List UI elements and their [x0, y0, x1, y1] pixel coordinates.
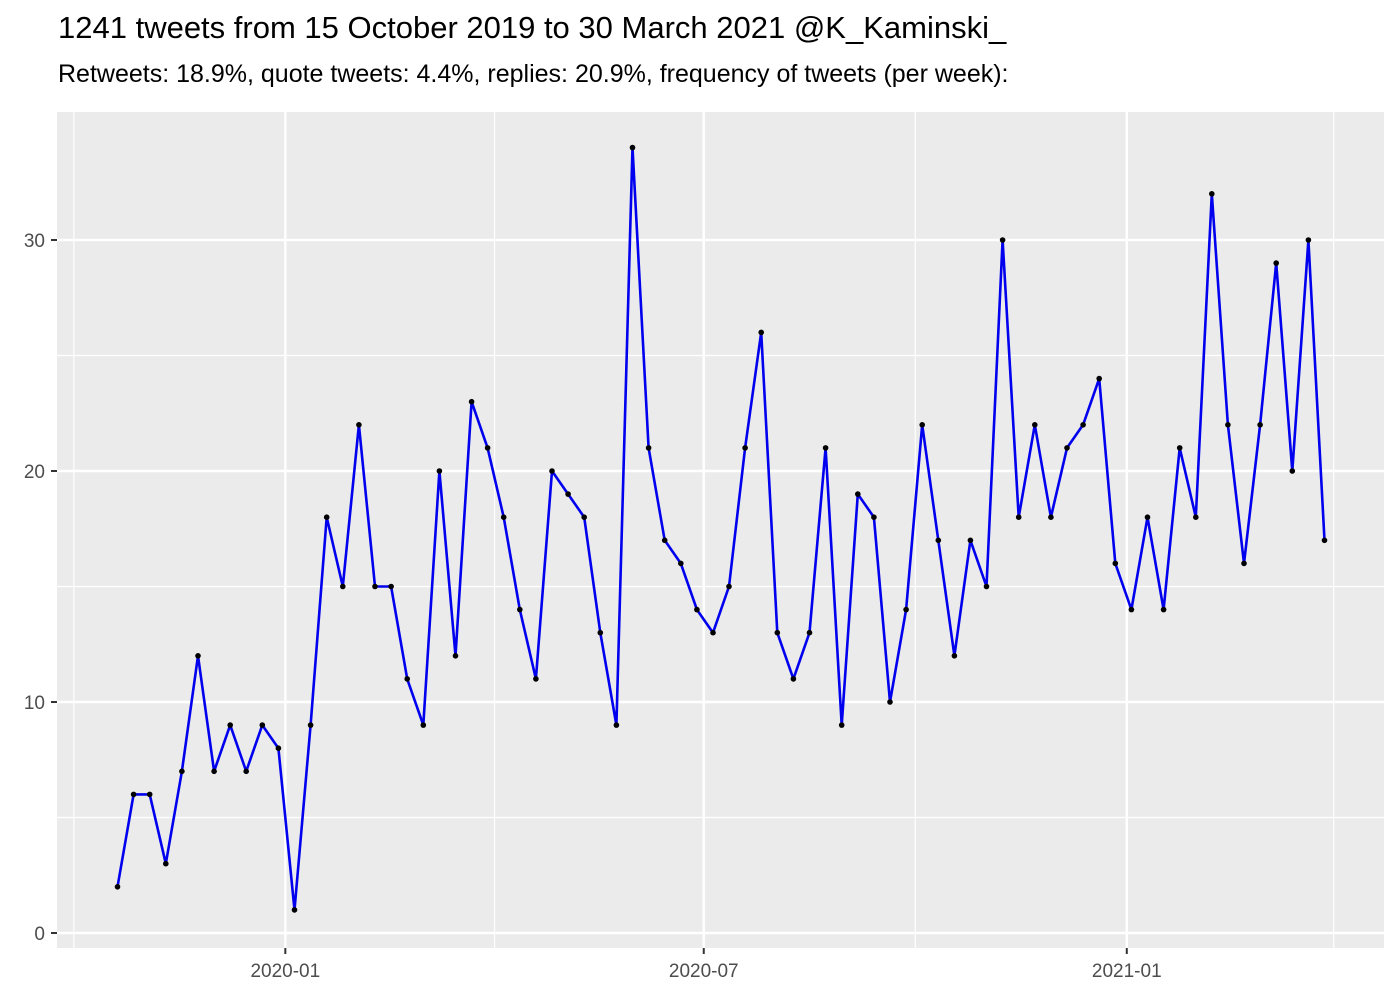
data-point: [517, 606, 523, 613]
data-point: [243, 768, 249, 775]
data-point: [758, 329, 764, 336]
data-point: [195, 653, 201, 659]
data-point: [404, 676, 411, 682]
data-point: [1080, 422, 1086, 428]
data-point: [323, 514, 330, 520]
data-point: [613, 722, 620, 728]
data-point: [1096, 375, 1102, 382]
data-point: [307, 722, 314, 728]
data-point: [356, 422, 362, 428]
x-tick-label: 2020-01: [250, 961, 320, 982]
data-point: [999, 237, 1006, 243]
data-point: [1015, 514, 1022, 520]
data-point: [903, 606, 909, 613]
data-point: [227, 722, 233, 728]
data-point: [211, 768, 217, 775]
data-point: [1273, 260, 1279, 266]
data-point: [935, 537, 942, 544]
data-point: [340, 583, 346, 590]
data-point: [661, 537, 668, 544]
data-point: [887, 699, 893, 705]
data-point: [372, 583, 378, 590]
data-point: [484, 445, 491, 451]
data-point: [114, 884, 121, 890]
y-tick-label: 20: [24, 462, 45, 483]
data-point: [1289, 468, 1296, 474]
data-point: [1193, 514, 1199, 520]
data-point: [581, 514, 587, 520]
data-point: [468, 398, 475, 405]
data-point: [1112, 560, 1119, 567]
data-point: [146, 791, 153, 798]
data-point: [790, 676, 797, 682]
data-point: [259, 722, 266, 728]
data-point: [629, 144, 636, 151]
data-point: [1128, 606, 1135, 613]
data-point: [291, 907, 298, 913]
data-point: [710, 629, 716, 636]
data-point: [1144, 514, 1151, 520]
y-tick-label: 30: [24, 231, 45, 252]
data-point: [452, 653, 459, 659]
y-tick-label: 10: [24, 693, 45, 714]
chart-title: 1241 tweets from 15 October 2019 to 30 M…: [58, 10, 1007, 45]
data-point: [275, 745, 282, 751]
series-line: [116, 146, 1326, 912]
data-point: [533, 676, 539, 682]
data-point: [1321, 537, 1328, 544]
data-point: [726, 583, 732, 590]
data-point: [1064, 445, 1070, 451]
data-point: [565, 491, 571, 497]
data-point: [871, 514, 877, 520]
data-point: [1032, 422, 1038, 428]
data-point: [1160, 606, 1167, 613]
data-point: [1305, 237, 1312, 243]
data-point: [549, 468, 555, 474]
data-point: [1209, 191, 1215, 197]
data-point: [678, 560, 684, 567]
data-point: [1176, 445, 1183, 451]
data-point: [838, 722, 845, 728]
plot-panel: [57, 112, 1384, 948]
x-tick-label: 2020-07: [669, 961, 739, 982]
data-point: [1257, 422, 1263, 428]
data-point: [163, 860, 169, 867]
data-point: [1048, 514, 1054, 520]
data-point: [130, 791, 137, 798]
data-point: [742, 445, 748, 451]
data-point: [388, 583, 394, 590]
data-point: [500, 514, 507, 520]
data-point: [774, 629, 781, 636]
data-point: [806, 629, 813, 636]
data-point: [1241, 560, 1247, 567]
chart-subtitle: Retweets: 18.9%, quote tweets: 4.4%, rep…: [58, 60, 1009, 88]
data-point: [420, 722, 427, 728]
data-point: [919, 422, 925, 428]
data-point: [822, 445, 829, 451]
data-point: [1225, 422, 1231, 428]
data-point: [983, 583, 990, 590]
data-point: [951, 653, 958, 659]
data-point: [967, 537, 974, 544]
data-point: [597, 629, 604, 636]
y-tick-label: 0: [34, 924, 45, 945]
data-point: [645, 445, 652, 451]
data-point: [694, 606, 700, 613]
x-tick-label: 2021-01: [1092, 961, 1162, 982]
data-point: [179, 768, 185, 775]
data-point: [855, 491, 861, 497]
data-point: [436, 468, 443, 474]
